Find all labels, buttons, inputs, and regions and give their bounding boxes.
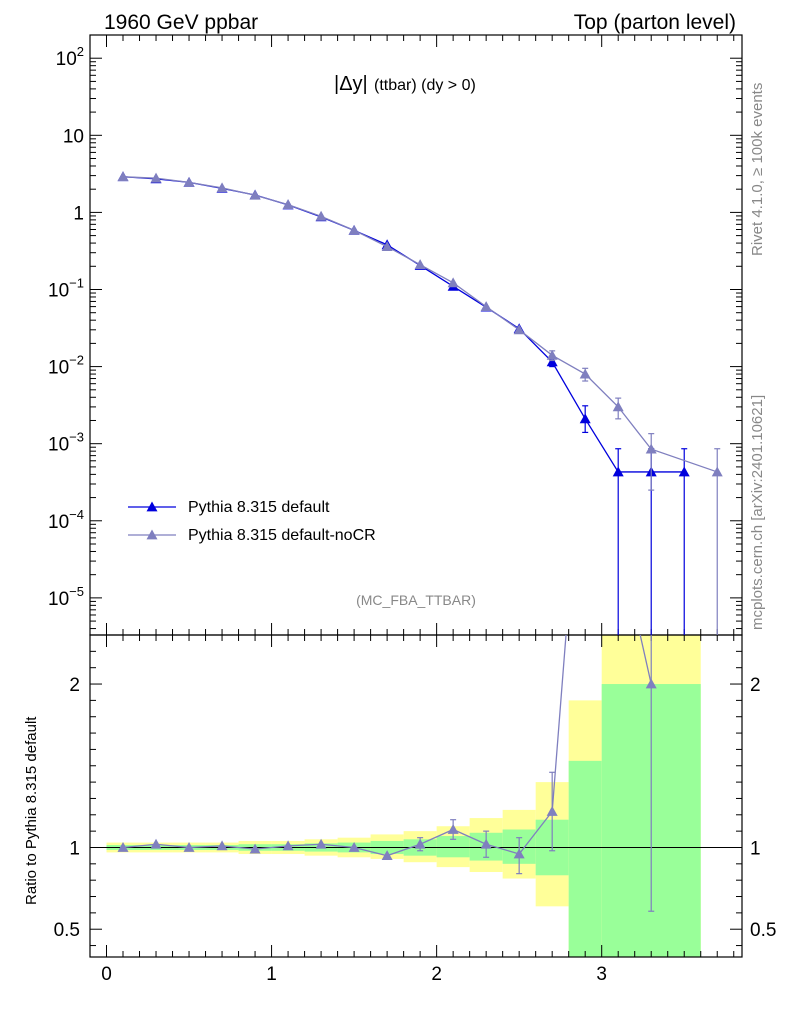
main-plot-frame (89, 34, 743, 636)
band-inner-bin (568, 760, 602, 957)
data-point-nocr (117, 171, 129, 182)
ratio-data-point (480, 838, 492, 849)
ratio-data-point (315, 838, 327, 849)
series-layer (117, 171, 723, 635)
y-tick-label: 10−4 (48, 507, 84, 533)
ratio-data-point (249, 843, 261, 854)
data-point-nocr (150, 172, 162, 183)
x-tick-label: 3 (596, 964, 607, 985)
ratio-data-point (117, 841, 129, 852)
ratio-data-point (348, 841, 360, 852)
data-point-nocr (579, 368, 591, 379)
ratio-y-tick-label-right: 2 (750, 675, 761, 696)
plot-frames (89, 34, 743, 958)
axis-ticks: 0 1 2 3 10−5 10−4 10−3 10−2 10−1 1 10 102 0.5 0.5 1 1 2 2 (48, 34, 776, 985)
analysis-tag: (MC_FBA_TTBAR) (356, 592, 476, 608)
data-point-nocr (612, 401, 624, 412)
ratio-y-tick-label-right: 0.5 (750, 920, 776, 941)
ratio-y-tick-label-left: 0.5 (54, 920, 80, 941)
ratio-data-point (513, 848, 525, 859)
data-point-nocr (249, 189, 261, 200)
data-point-nocr (711, 466, 723, 477)
ratio-data-point (282, 840, 294, 851)
band-inner-bin (436, 836, 470, 858)
x-tick-label: 0 (101, 964, 112, 985)
ratio-data-point (183, 841, 195, 852)
data-point-default (546, 356, 558, 367)
data-point-nocr (546, 349, 558, 360)
data-point-nocr (414, 259, 426, 270)
data-point-default (579, 413, 591, 424)
data-point-nocr (348, 224, 360, 235)
legend-marker-default (146, 501, 158, 512)
data-point-nocr (183, 176, 195, 187)
x-tick-label: 1 (266, 964, 277, 985)
legend-marker-nocr (146, 529, 158, 540)
series-line-nocr (122, 176, 718, 473)
ratio-bands (90, 635, 742, 957)
legend-label-nocr: Pythia 8.315 default-noCR (188, 527, 376, 544)
y-tick-label: 1 (73, 203, 84, 224)
data-point-nocr (216, 182, 228, 193)
y-tick-label: 10−1 (48, 275, 84, 301)
ratio-data-point (216, 840, 228, 851)
ratio-plot-frame (89, 634, 743, 958)
legend: Pythia 8.315 default Pythia 8.315 defaul… (128, 499, 376, 544)
y-tick-label: 10−2 (48, 353, 84, 379)
ratio-y-tick-label-left: 2 (69, 675, 80, 696)
header-left: 1960 GeV ppbar (104, 11, 258, 34)
ratio-data-point (381, 850, 393, 861)
plot-title-main: |Δy| (334, 73, 368, 95)
ratio-data-point (414, 838, 426, 849)
data-point-nocr (447, 277, 459, 288)
data-point-nocr (282, 199, 294, 210)
data-point-nocr (480, 301, 492, 311)
x-tick-label: 2 (431, 964, 442, 985)
y-tick-label: 10−5 (48, 584, 84, 610)
plot-title-sub: (ttbar) (dy > 0) (374, 77, 476, 94)
ratio-y-tick-label-right: 1 (750, 838, 761, 859)
data-point-default (678, 466, 690, 477)
data-point-nocr (513, 324, 525, 335)
data-point-nocr (381, 241, 393, 252)
ratio-series-layer (117, 635, 657, 912)
ratio-series-line (122, 635, 652, 857)
y-tick-label: 10 (63, 126, 84, 147)
mcplots-label: mcplots.cern.ch [arXiv:2401.10621] (749, 395, 766, 630)
data-point-default (612, 466, 624, 477)
ratio-y-axis-label: Ratio to Pythia 8.315 default (23, 716, 40, 905)
series-line-default (122, 176, 685, 473)
data-point-nocr (315, 210, 327, 221)
ratio-data-point (150, 838, 162, 849)
y-tick-label: 10−3 (48, 430, 84, 456)
ratio-data-point (447, 824, 459, 834)
legend-label-default: Pythia 8.315 default (188, 499, 330, 516)
ratio-data-point (546, 806, 558, 816)
rivet-label: Rivet 4.1.0, ≥ 100k events (749, 83, 766, 256)
ratio-data-point (645, 678, 657, 689)
data-point-nocr (645, 443, 657, 454)
header-right: Top (parton level) (574, 11, 736, 34)
y-tick-label: 102 (56, 44, 84, 70)
ratio-y-tick-label-left: 1 (69, 838, 80, 859)
